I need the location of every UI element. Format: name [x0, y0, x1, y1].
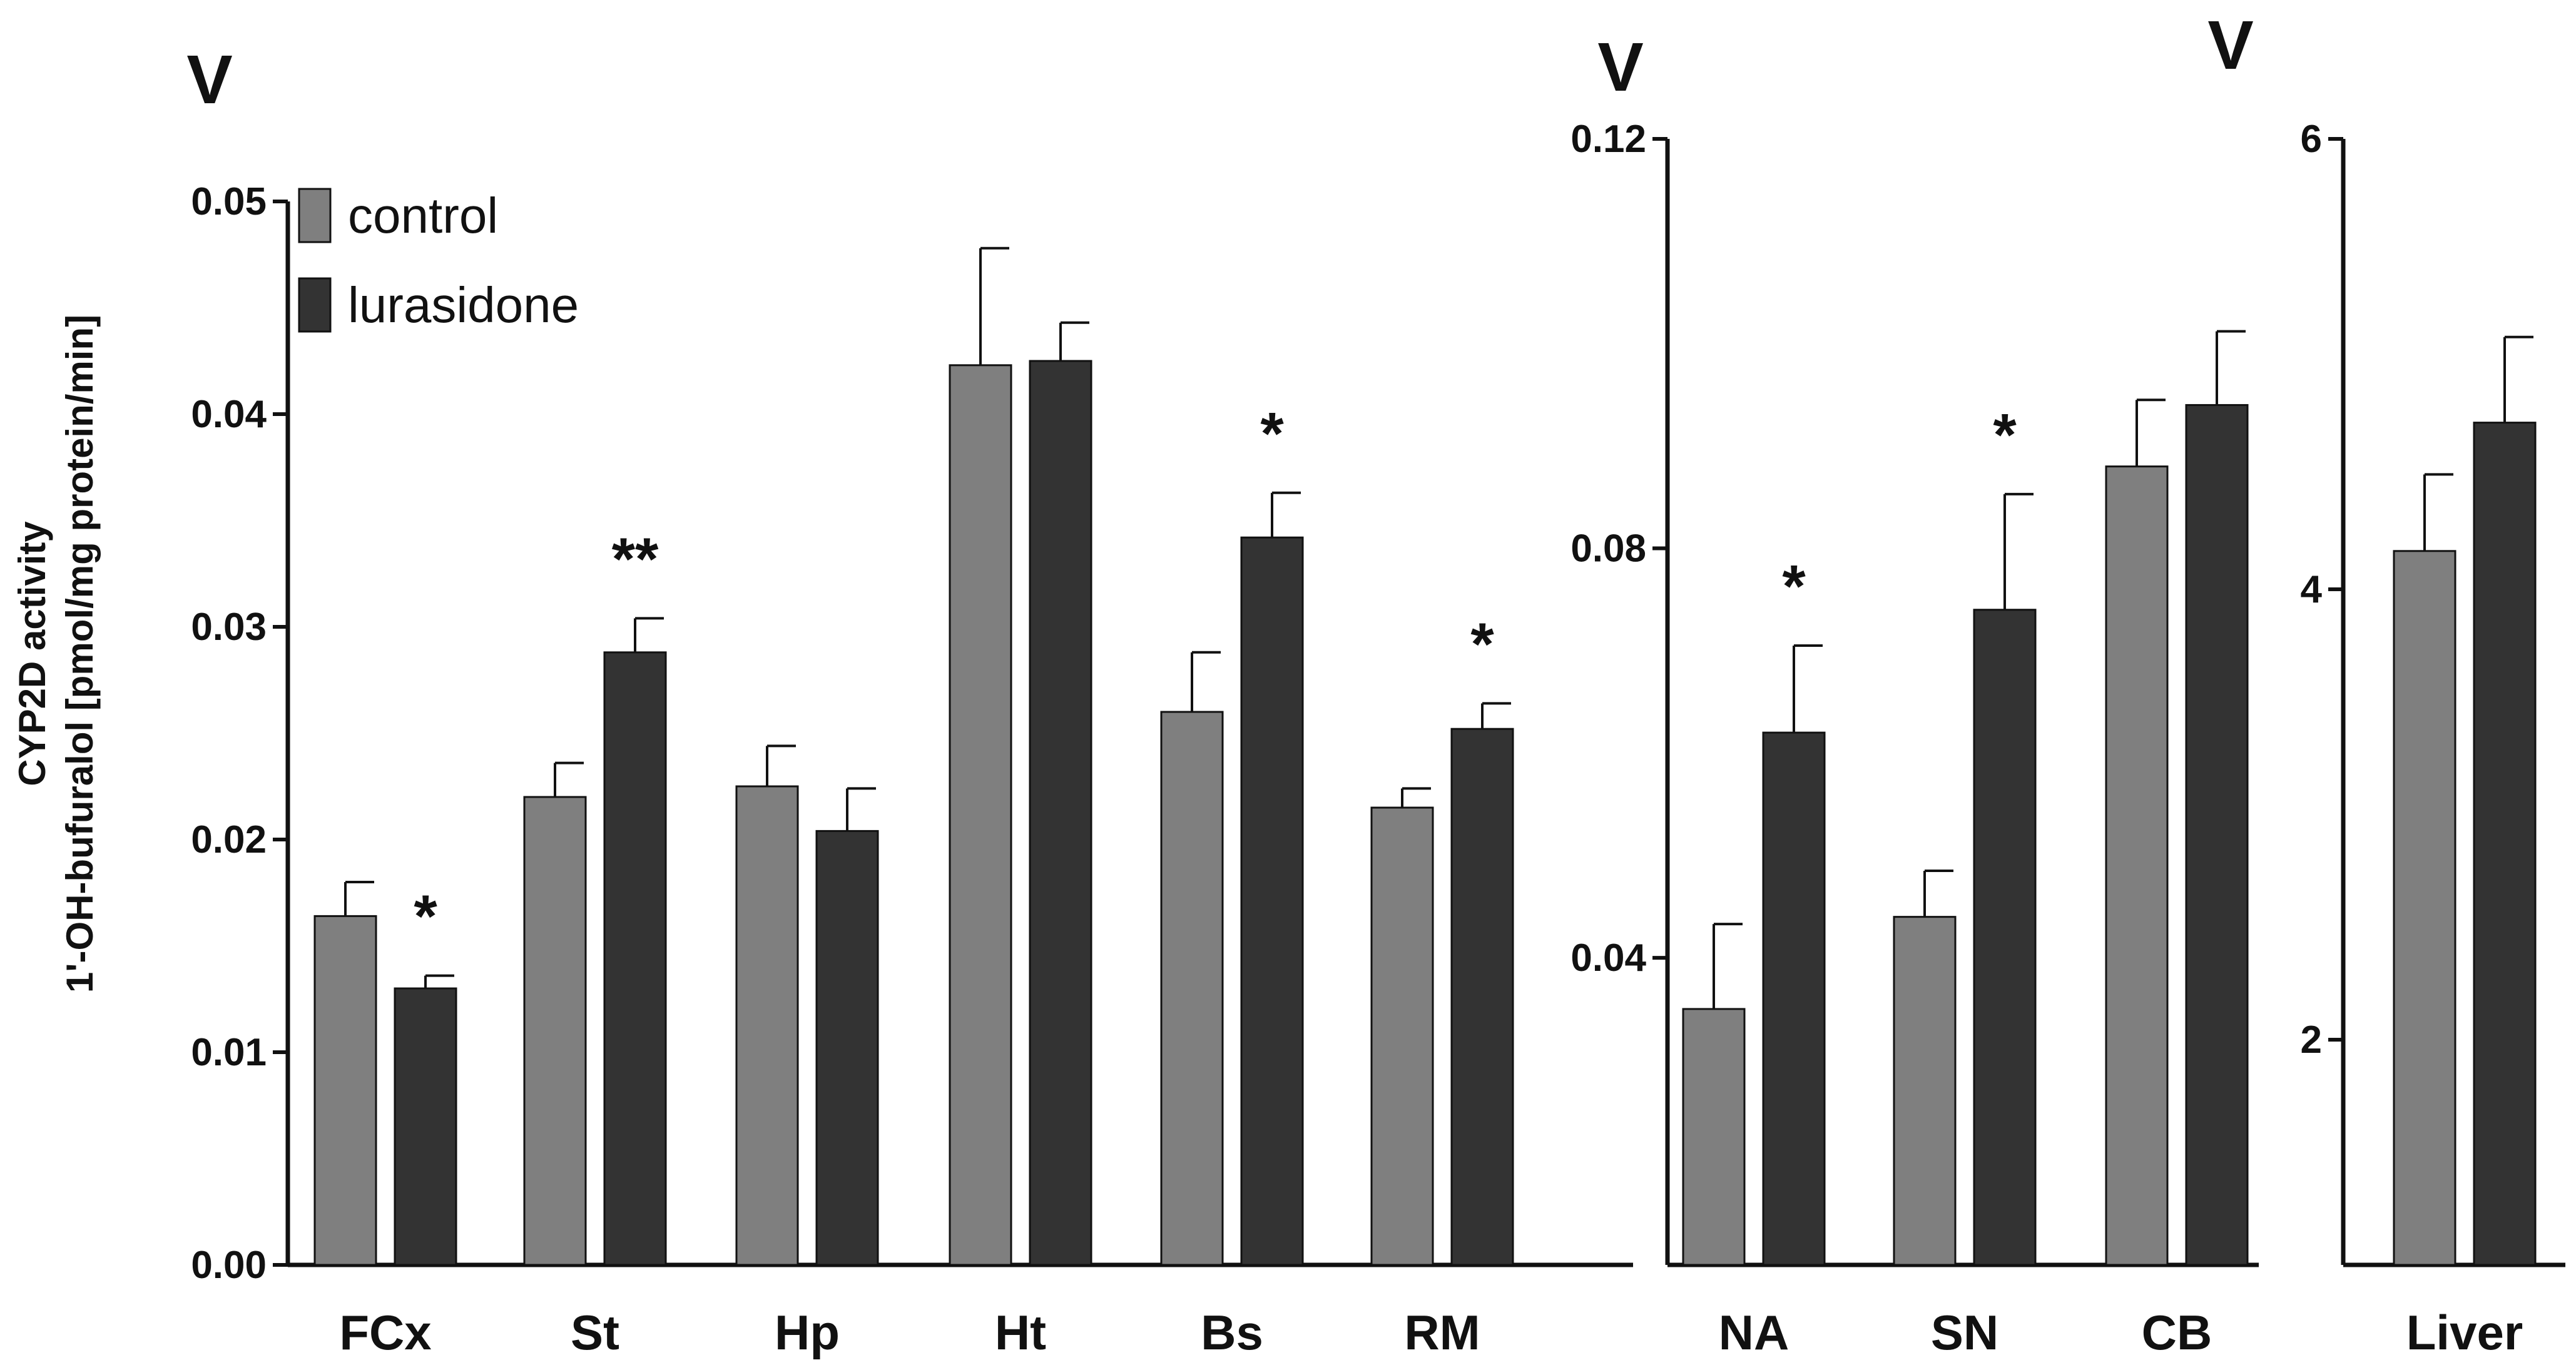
y-tick-label: 6: [2301, 118, 2322, 161]
y-tick-label: 0.04: [1571, 936, 1646, 980]
bar-control-NA: [1682, 1008, 1746, 1266]
bar-lurasidone-NA: [1762, 731, 1826, 1266]
bar-control-St: [523, 796, 587, 1266]
bar-control-RM: [1370, 806, 1434, 1266]
bar-control-CB: [2105, 465, 2169, 1266]
bar-control-Liver: [2393, 550, 2456, 1266]
y-tick-label: 4: [2301, 568, 2323, 611]
category-label-SN: SN: [1931, 1305, 1998, 1360]
bar-control-SN: [1893, 916, 1957, 1266]
y-tick-label: 0.00: [191, 1244, 267, 1287]
panel-2: V 0.04 0.08 0.12 * NA * SN CB: [1571, 29, 2259, 1360]
y-tick-label: 0.02: [191, 818, 267, 861]
bar-lurasidone-Bs: [1240, 536, 1304, 1266]
significance-marker-SN: *: [1993, 402, 2017, 469]
category-label-FCx: FCx: [339, 1305, 431, 1360]
bar-control-Bs: [1160, 711, 1224, 1266]
y-axis-title: CYP2D activity 1'-OH-bufuralol [pmol/mg …: [11, 315, 101, 993]
panel-3: V 2 4 6 Liver: [2207, 7, 2565, 1360]
panel-label: V: [2207, 7, 2253, 84]
bar-control-Hp: [735, 785, 799, 1266]
category-label-Liver: Liver: [2406, 1305, 2523, 1360]
bar-lurasidone-Hp: [815, 830, 879, 1266]
y-tick-label: 2: [2301, 1018, 2322, 1062]
category-label-RM: RM: [1404, 1305, 1480, 1360]
y-tick-label: 0.04: [191, 393, 267, 436]
y-axis-title-line2: 1'-OH-bufuralol [pmol/mg protein/min]: [59, 315, 101, 993]
bar-control-Ht: [949, 364, 1012, 1266]
significance-marker-St: **: [612, 525, 659, 592]
legend-label-control: control: [348, 188, 498, 243]
category-label-CB: CB: [2142, 1305, 2212, 1360]
bar-lurasidone-CB: [2185, 403, 2249, 1266]
category-label-St: St: [571, 1305, 619, 1360]
bar-lurasidone-St: [603, 651, 667, 1266]
bar-lurasidone-SN: [1973, 609, 2037, 1266]
significance-marker-NA: *: [1782, 553, 1806, 620]
y-tick-label: 0.03: [191, 606, 267, 649]
plot-area: V0.000.010.020.030.040.05*FCx**St Hp Ht*Bs…: [186, 7, 2565, 1360]
y-tick-label: 0.12: [1571, 118, 1646, 161]
legend-label-lurasidone: lurasidone: [348, 277, 579, 333]
bar-lurasidone-FCx: [394, 987, 457, 1266]
y-tick-label: 0.08: [1571, 527, 1646, 571]
legend-swatch-lurasidone: [298, 277, 332, 333]
category-label-Bs: Bs: [1201, 1305, 1263, 1360]
y-axis-title-line1: CYP2D activity: [11, 521, 53, 786]
y-tick-label: 0.05: [191, 180, 267, 223]
bar-lurasidone-Ht: [1029, 360, 1092, 1266]
legend: control lurasidone: [298, 188, 579, 333]
bar-control-FCx: [313, 915, 377, 1266]
panel-label: V: [1597, 29, 1643, 106]
y-tick-label: 0.01: [191, 1031, 267, 1074]
category-label-NA: NA: [1719, 1305, 1789, 1360]
significance-marker-Bs: *: [1260, 400, 1284, 467]
legend-swatch-control: [298, 188, 332, 243]
bar-lurasidone-RM: [1450, 728, 1514, 1266]
significance-marker-RM: *: [1470, 611, 1494, 677]
bar-lurasidone-Liver: [2473, 422, 2537, 1266]
significance-marker-FCx: *: [414, 883, 437, 950]
panel-label: V: [186, 41, 232, 118]
category-label-Hp: Hp: [775, 1305, 840, 1360]
category-label-Ht: Ht: [995, 1305, 1046, 1360]
panel-1: V 0.00 0.01 0.02 0.03 0.04 0.05 * FCx ** St Hp Ht * Bs…: [186, 41, 1633, 1360]
